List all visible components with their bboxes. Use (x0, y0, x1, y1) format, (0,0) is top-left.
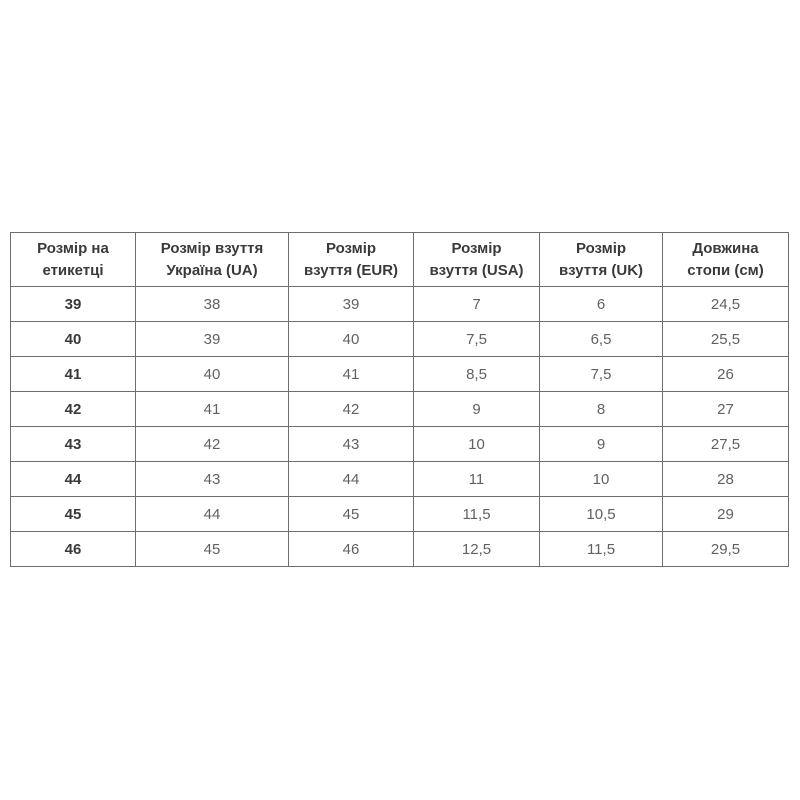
column-header-eur-size: Розмір взуття (EUR) (288, 232, 414, 287)
table-cell-label-size: 45 (10, 496, 136, 532)
table-cell: 39 (135, 321, 289, 357)
table-cell: 45 (135, 531, 289, 567)
table-cell: 27 (662, 391, 789, 427)
table-row: 42 41 42 9 8 27 (10, 391, 789, 427)
table-cell: 42 (135, 426, 289, 462)
table-cell: 8,5 (413, 356, 540, 392)
table-cell: 29 (662, 496, 789, 532)
table-cell: 28 (662, 461, 789, 497)
table-cell: 44 (288, 461, 414, 497)
table-cell-label-size: 44 (10, 461, 136, 497)
table-cell: 11,5 (539, 531, 663, 567)
table-cell: 46 (288, 531, 414, 567)
table-cell: 9 (413, 391, 540, 427)
table-cell: 45 (288, 496, 414, 532)
table-cell: 41 (135, 391, 289, 427)
table-cell: 7 (413, 286, 540, 322)
table-cell: 25,5 (662, 321, 789, 357)
table-cell: 11,5 (413, 496, 540, 532)
table-row: 39 38 39 7 6 24,5 (10, 286, 789, 322)
table-row: 43 42 43 10 9 27,5 (10, 426, 789, 462)
table-cell-label-size: 46 (10, 531, 136, 567)
table-cell: 6 (539, 286, 663, 322)
table-cell: 40 (135, 356, 289, 392)
table-cell: 10 (413, 426, 540, 462)
size-conversion-table: Розмір на етикетці Розмір взуття Україна… (10, 232, 789, 567)
table-cell: 44 (135, 496, 289, 532)
table-row: 45 44 45 11,5 10,5 29 (10, 496, 789, 532)
table-cell: 9 (539, 426, 663, 462)
table-cell-label-size: 43 (10, 426, 136, 462)
table-cell: 10 (539, 461, 663, 497)
table-cell: 43 (288, 426, 414, 462)
table-row: 46 45 46 12,5 11,5 29,5 (10, 531, 789, 567)
table-cell-label-size: 40 (10, 321, 136, 357)
column-header-uk-size: Розмір взуття (UK) (539, 232, 663, 287)
table-cell: 12,5 (413, 531, 540, 567)
table-cell: 40 (288, 321, 414, 357)
table-cell-label-size: 41 (10, 356, 136, 392)
table-cell: 7,5 (539, 356, 663, 392)
table-cell: 29,5 (662, 531, 789, 567)
table-cell: 41 (288, 356, 414, 392)
table-cell-label-size: 39 (10, 286, 136, 322)
column-header-ua-size: Розмір взуття Україна (UA) (135, 232, 289, 287)
table-row: 41 40 41 8,5 7,5 26 (10, 356, 789, 392)
table-cell: 43 (135, 461, 289, 497)
table-cell: 27,5 (662, 426, 789, 462)
table-cell: 24,5 (662, 286, 789, 322)
table-cell: 8 (539, 391, 663, 427)
table-cell: 38 (135, 286, 289, 322)
table-header-row: Розмір на етикетці Розмір взуття Україна… (10, 232, 789, 287)
table-cell: 6,5 (539, 321, 663, 357)
table-row: 40 39 40 7,5 6,5 25,5 (10, 321, 789, 357)
column-header-usa-size: Розмір взуття (USA) (413, 232, 540, 287)
table-cell: 26 (662, 356, 789, 392)
table-cell: 7,5 (413, 321, 540, 357)
column-header-label-size: Розмір на етикетці (10, 232, 136, 287)
column-header-foot-length: Довжина стопи (см) (662, 232, 789, 287)
table-cell-label-size: 42 (10, 391, 136, 427)
table-cell: 10,5 (539, 496, 663, 532)
table-row: 44 43 44 11 10 28 (10, 461, 789, 497)
table-cell: 11 (413, 461, 540, 497)
table-cell: 42 (288, 391, 414, 427)
table-cell: 39 (288, 286, 414, 322)
